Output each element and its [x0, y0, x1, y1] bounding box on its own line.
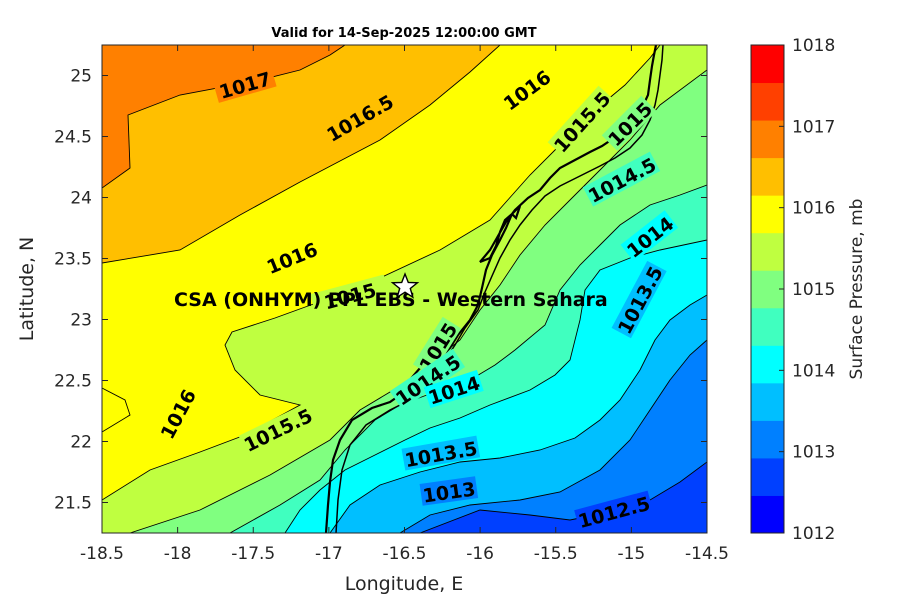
colorbar-ticks: 1018 1017 1016 1015 1014 1013 1012	[779, 36, 835, 544]
x-tick-label: -16.5	[383, 544, 427, 564]
x-tick-label: -14.5	[685, 544, 729, 564]
colorbar-band	[751, 345, 784, 383]
y-tick-label: 24	[70, 189, 92, 209]
y-tick-label: 22.5	[54, 372, 92, 392]
colorbar-tick-label: 1015	[792, 280, 835, 300]
colorbar-tick-label: 1013	[792, 443, 835, 463]
colorbar-tick-label: 1016	[792, 199, 835, 219]
colorbar-band	[751, 158, 784, 196]
pressure-contour-map: 1017 1016.5 1016 1015.5 1015 1014.5 1014…	[102, 40, 707, 533]
colorbar-band	[751, 120, 784, 158]
colorbar-tick-label: 1014	[792, 361, 835, 381]
colorbar-band	[751, 83, 784, 121]
y-tick-label: 21.5	[54, 494, 92, 514]
colorbar-band	[751, 495, 784, 533]
x-tick-label: -18.5	[80, 544, 124, 564]
x-tick-label: -18	[164, 544, 192, 564]
colorbar-band	[751, 420, 784, 458]
colorbar-label: Surface Pressure, mb	[847, 199, 867, 380]
x-tick-label: -15	[617, 544, 645, 564]
y-tick-label: 23	[70, 311, 92, 331]
colorbar-band	[751, 308, 784, 346]
colorbar-band	[751, 458, 784, 496]
colorbar-band	[751, 233, 784, 271]
colorbar-tick-label: 1017	[792, 117, 835, 137]
colorbar-band	[751, 195, 784, 233]
colorbar-tick-label: 1018	[792, 36, 835, 56]
y-axis-label: Latitude, N	[16, 237, 38, 342]
colorbar-tick-label: 1012	[792, 524, 835, 544]
y-tick-label: 25	[70, 67, 92, 87]
x-axis-label: Longitude, E	[345, 573, 464, 595]
colorbar-band	[751, 383, 784, 421]
x-tick-label: -16	[466, 544, 494, 564]
x-tick-label: -17	[315, 544, 343, 564]
y-tick-label: 24.5	[54, 128, 92, 148]
site-label: CSA (ONHYM) PPL EBS - Western Sahara	[174, 289, 608, 311]
y-tick-label: 22	[70, 433, 92, 453]
x-tick-label: -17.5	[231, 544, 275, 564]
y-tick-label: 23.5	[54, 250, 92, 270]
x-tick-label: -15.5	[534, 544, 578, 564]
plot-title: Valid for 14-Sep-2025 12:00:00 GMT	[271, 26, 536, 41]
colorbar-band	[751, 45, 784, 83]
